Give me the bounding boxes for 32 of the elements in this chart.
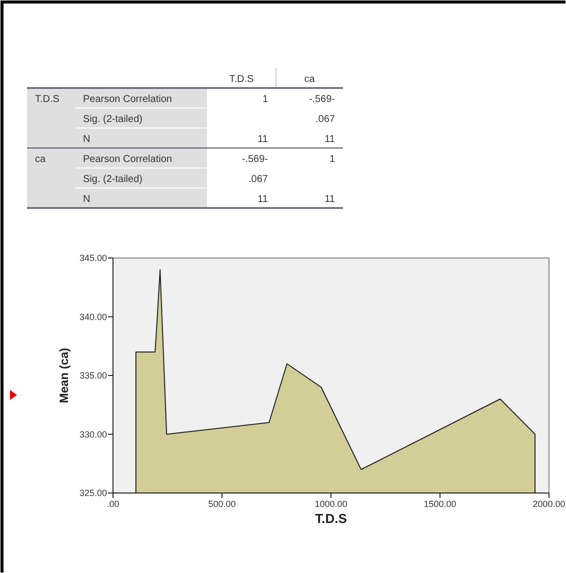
text: N xyxy=(83,194,90,205)
text: -.569- xyxy=(308,94,335,105)
text: 11 xyxy=(258,194,268,205)
text: 11 xyxy=(324,134,335,145)
y-axis-title: Mean (ca) xyxy=(57,348,71,404)
x-tick-label: .00 xyxy=(106,499,120,509)
text: Pearson Correlation xyxy=(83,94,172,105)
text: 1 xyxy=(329,154,335,165)
text: 11 xyxy=(258,134,268,145)
category-label: T.D.S xyxy=(229,74,254,85)
text: ca xyxy=(35,154,46,165)
text: Sig. (2-tailed) xyxy=(83,174,142,185)
x-tick-label: 1000.00 xyxy=(314,499,348,509)
x-tick-label: 1500.00 xyxy=(424,499,456,509)
y-tick-label: 345.00 xyxy=(79,253,107,264)
text: T.D.S xyxy=(35,94,60,105)
text: 1 xyxy=(262,94,268,105)
text: Pearson Correlation xyxy=(83,154,172,165)
text: .067 xyxy=(316,114,335,125)
x-axis-title: T.D.S xyxy=(315,511,348,526)
y-tick-label: 330.00 xyxy=(79,429,107,440)
text: Sig. (2-tailed) xyxy=(83,114,142,125)
x-tick-label: 500.00 xyxy=(208,499,236,509)
text: .067 xyxy=(248,174,268,185)
category-label: ca xyxy=(304,74,316,85)
text: -.569- xyxy=(242,154,268,165)
y-tick-label: 335.00 xyxy=(79,370,107,381)
text: 11 xyxy=(324,194,335,205)
text: N xyxy=(83,134,90,145)
y-tick-label: 340.00 xyxy=(79,312,107,322)
x-tick-label: 2000.00 xyxy=(532,499,566,509)
y-tick-label: 325.00 xyxy=(79,488,107,498)
